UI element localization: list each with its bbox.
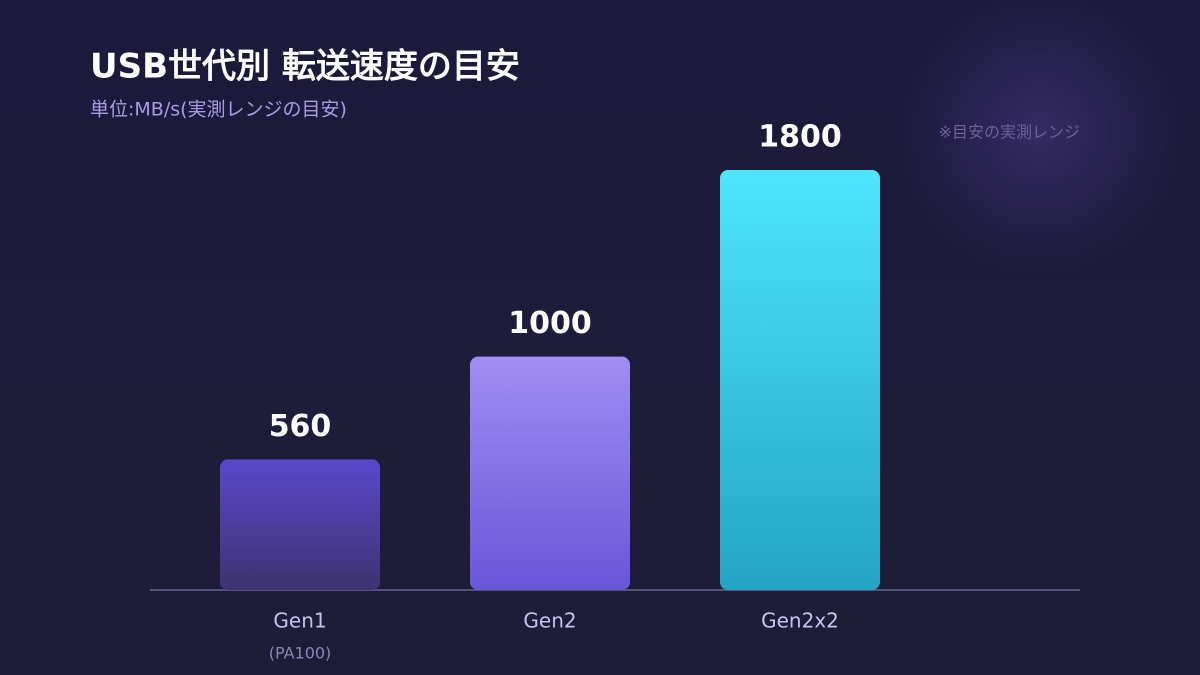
- value-label: 1000: [508, 306, 592, 341]
- chart-title: USB世代別 転送速度の目安: [90, 47, 520, 87]
- bar: [720, 170, 880, 590]
- bar: [220, 459, 380, 590]
- x-tick-label: Gen2: [523, 609, 576, 633]
- x-tick-note: (PA100): [269, 644, 332, 663]
- value-label: 1800: [758, 120, 842, 155]
- bar: [470, 356, 630, 590]
- glow: [880, 0, 1200, 300]
- value-label: 560: [269, 409, 332, 444]
- x-tick-label: Gen1: [273, 609, 326, 633]
- chart-subtitle: 単位:MB/s(実測レンジの目安): [90, 99, 347, 121]
- annotation: ※目安の実測レンジ: [939, 123, 1080, 142]
- x-tick-label: Gen2x2: [761, 609, 839, 633]
